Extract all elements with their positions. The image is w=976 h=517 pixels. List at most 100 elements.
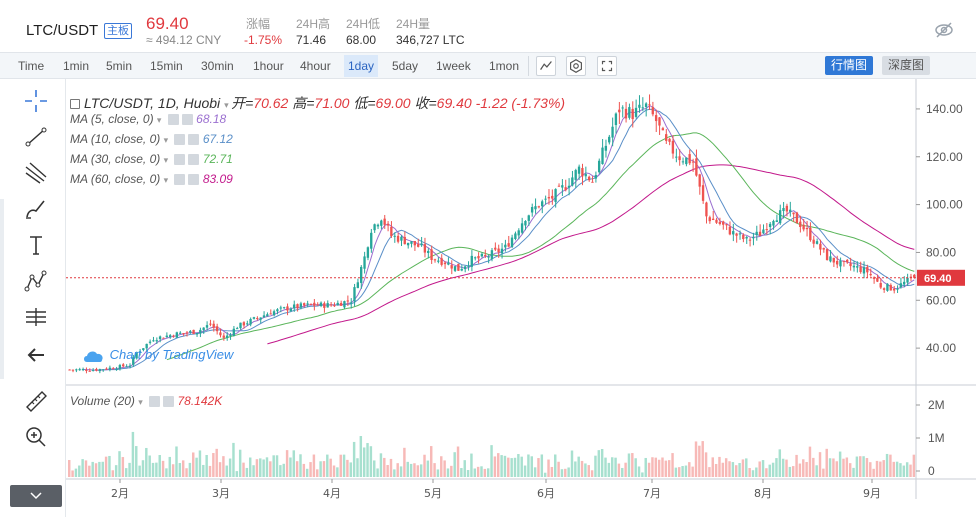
settings-icon[interactable] [174,134,186,146]
chart-view-button[interactable]: 行情图 [825,56,874,75]
volume-bar [698,445,701,477]
volume-bar [822,468,825,477]
candle-body [319,302,323,306]
candle-body [162,337,165,339]
pattern-icon[interactable] [22,267,50,295]
candle-body [353,287,356,302]
indicators-icon[interactable] [536,56,556,76]
candle-body [296,304,299,309]
candle-body [229,334,232,336]
candle-body [584,174,587,177]
volume-bar [775,458,778,477]
interval-5day[interactable]: 5day [392,59,419,73]
price-chart[interactable]: 140.00 120.00 100.00 80.00 60.00 40.00 2M 1M 0 2月… [66,79,976,517]
interval-4hour[interactable]: 4hour [300,59,331,73]
volume-bar [741,459,745,477]
eye-off-icon[interactable] [934,20,954,40]
interval-time[interactable]: Time [18,59,45,73]
candle-body [356,282,360,288]
cny-price: ≈ 494.12 CNY [146,33,222,47]
volume-bar [104,456,108,477]
settings-icon[interactable] [174,154,186,166]
volume-bar [292,450,296,477]
prediction-icon[interactable] [22,303,50,331]
settings-icon[interactable] [566,56,586,76]
candle-body [108,367,111,370]
ma5-value: 68.18 [196,112,227,126]
time-tick-label: 8月 [754,487,772,500]
crosshair-icon[interactable] [22,87,50,115]
ruler-icon[interactable] [22,387,50,415]
candle-body [259,317,262,320]
volume-bar [550,466,554,477]
settings-icon[interactable] [174,174,186,186]
volume-bar [758,461,761,477]
volume-bar [436,469,440,477]
interval-1week[interactable]: 1week [436,59,471,73]
volume-bar [657,459,661,477]
candle-body [480,253,484,257]
volume-bar [463,460,466,477]
brush-icon[interactable] [22,195,50,223]
candle-body [899,283,902,288]
interval-30min[interactable]: 30min [201,59,234,73]
settings-icon[interactable] [167,114,179,126]
interval-1mon[interactable]: 1mon [489,59,520,73]
candle-body [396,235,400,242]
candle-body [333,305,336,307]
candle-body [202,327,205,331]
candle-body [514,233,517,240]
interval-1day[interactable]: 1day [344,55,379,77]
candle-body [571,177,574,186]
interval-15min[interactable]: 15min [150,59,183,73]
candle-body [601,147,604,165]
candle-body [292,304,296,309]
candle-body [668,138,671,142]
volume-bar [493,456,497,477]
cloud-logo-icon [84,351,103,362]
fullscreen-icon[interactable] [597,56,617,76]
depth-view-button[interactable]: 深度图 [882,56,931,75]
volume-bar [145,447,148,477]
close-icon[interactable] [163,396,175,408]
settings-icon[interactable] [149,396,161,408]
candle-body [168,335,172,337]
volume-bar [446,468,450,477]
volume-bar [336,467,339,477]
volume-bar [892,461,895,477]
stat-low-value: 68.00 [346,33,377,47]
volume-bar [252,465,255,477]
candle-body [249,319,252,325]
candle-body [416,244,420,247]
chart-canvas[interactable]: 140.00 120.00 100.00 80.00 60.00 40.00 2M 1M 0 2月… [66,79,976,517]
candle-body [849,263,852,267]
candle-body [343,301,346,308]
trend-line-icon[interactable] [22,123,50,151]
candle-body [567,185,571,188]
interval-1min[interactable]: 1min [63,59,90,73]
volume-bar [178,463,182,477]
interval-5min[interactable]: 5min [106,59,133,73]
close-icon[interactable] [188,134,200,146]
text-tool-icon[interactable] [22,231,50,259]
tradingview-watermark[interactable]: Chart by TradingView [82,347,233,364]
fib-lines-icon[interactable] [22,159,50,187]
toolbar-collapse-handle[interactable] [10,485,62,507]
arrow-left-icon[interactable] [22,341,50,369]
close-icon[interactable] [181,114,193,126]
volume-bar [215,448,218,477]
close-icon[interactable] [188,154,200,166]
interval-1hour[interactable]: 1hour [253,59,284,73]
candle-body [608,136,611,143]
zoom-in-icon[interactable] [22,423,50,451]
collapse-legend-icon[interactable] [70,99,80,110]
volume-bar [148,455,151,477]
candle-body [450,265,453,269]
candle-body [71,369,75,371]
volume-bar [905,462,909,477]
candle-body [349,302,353,304]
volume-bar [882,460,885,477]
volume-bar [192,452,195,477]
close-icon[interactable] [188,174,200,186]
close-label: 收= [414,95,437,111]
